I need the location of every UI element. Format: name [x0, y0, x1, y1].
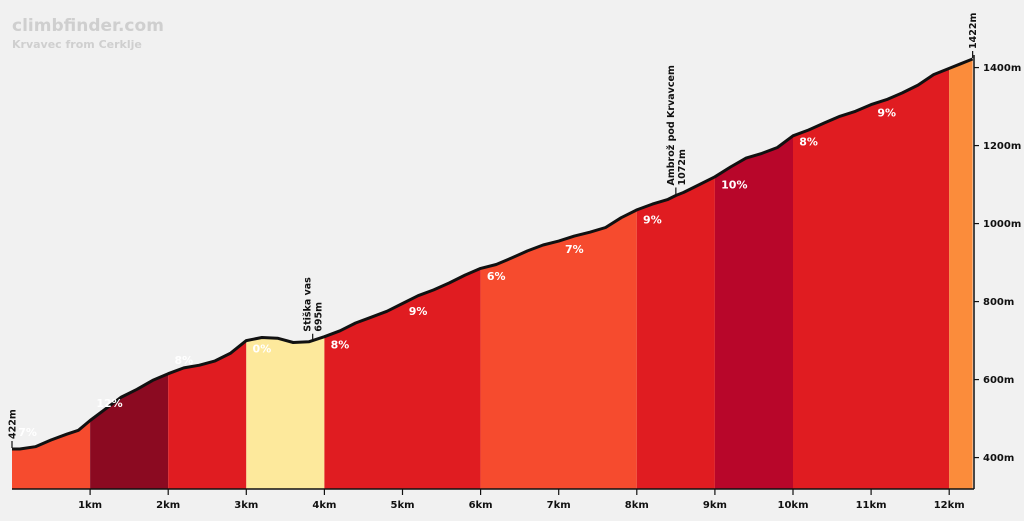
annotation-label: 1422m — [968, 13, 979, 49]
x-tick-label: 7km — [547, 500, 571, 511]
x-tick-label: 1km — [78, 500, 102, 511]
labels-layer: 7% 12% 8% 0% 8% 9% 6% 7% 9% 10% 8% 9% 422m Stiška vas… — [8, 13, 979, 448]
gradient-label: 0% — [253, 342, 272, 355]
gradient-label: 12% — [96, 397, 122, 410]
gradient-segment-7 — [636, 176, 715, 490]
annotation-name: Stiška vas — [303, 277, 314, 332]
site-watermark: climbfinder.com — [12, 16, 164, 36]
annotation-elevation: 1422m — [968, 13, 979, 49]
x-tick-label: 11km — [856, 500, 887, 511]
elevation-profile-line — [12, 57, 974, 451]
gradient-segment-6 — [480, 209, 637, 489]
gradient-label: 7% — [565, 243, 584, 256]
x-tick-label: 8km — [625, 500, 649, 511]
x-tick-label: 2km — [156, 500, 180, 511]
gradient-label: 8% — [799, 136, 818, 149]
gradient-segment-5 — [324, 268, 481, 489]
y-tick-label: 400m — [983, 453, 1014, 464]
y-tick-label: 600m — [983, 375, 1014, 386]
annotation-elevation: 422m — [8, 409, 19, 439]
annotation-label: 422m — [8, 409, 19, 439]
gradient-label: 6% — [487, 270, 506, 283]
climb-title: Krvavec from Cerklje — [12, 38, 142, 51]
gradient-segment-3 — [168, 340, 247, 489]
x-tick-label: 9km — [703, 500, 727, 511]
axes-layer: 1km 2km 3km 4km 5km 6km 7km 8km 9km 10km 11km 12km 4… — [12, 55, 1021, 511]
y-tick-label: 1000m — [983, 219, 1021, 230]
annotation-label: Stiška vas 695m — [303, 277, 325, 332]
y-tick-label: 1400m — [983, 63, 1021, 74]
gradient-segment-2 — [90, 373, 169, 489]
y-tick-label: 800m — [983, 297, 1014, 308]
profile-line-layer — [12, 57, 974, 451]
y-tick-label: 1200m — [983, 141, 1021, 152]
gradient-label: 10% — [721, 178, 747, 191]
gradient-segment-10 — [949, 59, 973, 489]
x-tick-label: 4km — [312, 500, 336, 511]
gradient-segment-1 — [12, 420, 91, 489]
gradient-label: 8% — [174, 354, 193, 367]
gradient-segment-8 — [714, 135, 793, 490]
x-tick-label: 6km — [469, 500, 493, 511]
annotation-name: Ambrož pod Krvavcem — [666, 65, 677, 185]
x-tick-label: 10km — [778, 500, 809, 511]
gradient-label: 8% — [331, 338, 350, 351]
x-tick-label: 3km — [234, 500, 258, 511]
gradient-areas — [12, 59, 973, 490]
annotation-elevation: 695m — [314, 302, 325, 332]
gradient-segment-4 — [246, 336, 325, 489]
annotation-label: Ambrož pod Krvavcem 1072m — [666, 65, 688, 185]
gradient-label: 7% — [18, 426, 37, 439]
x-tick-label: 5km — [390, 500, 414, 511]
gradient-label: 9% — [877, 106, 896, 119]
annotation-elevation: 1072m — [677, 149, 688, 185]
gradient-segment-9 — [793, 68, 950, 490]
gradient-label: 9% — [643, 214, 662, 227]
x-tick-label: 12km — [934, 500, 965, 511]
gradient-label: 9% — [409, 305, 428, 318]
